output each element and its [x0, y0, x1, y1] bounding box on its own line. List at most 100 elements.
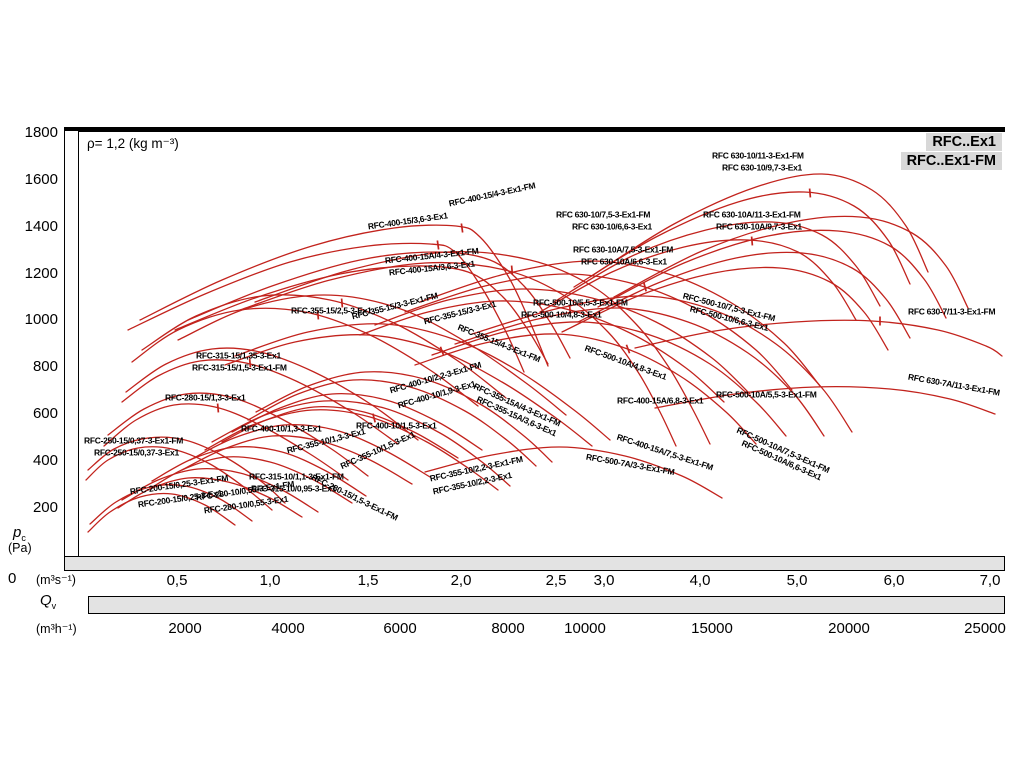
fan-curve	[634, 319, 1003, 357]
fan-curve	[204, 409, 499, 491]
fan-curve	[139, 224, 549, 367]
curve-label: RFC-315-15/1,35-3-Ex1	[196, 350, 281, 361]
curve-label: RFC 630-10A/11-3-Ex1-FM	[703, 209, 801, 220]
curve-label: RFC-250-15/0,37-3-Ex1	[94, 447, 179, 458]
x-axis-m3h-tick-label: 8000	[491, 620, 525, 637]
curve-label: RFC-250-15/0,37-3-Ex1-FM	[84, 435, 184, 446]
x-axis-m3s-tick-label: 0,5	[166, 572, 188, 589]
x-axis-m3s-tick-label: 1,5	[357, 572, 379, 589]
y-axis-tick-label: 1400	[24, 218, 58, 235]
fan-curve	[87, 436, 286, 504]
x-axis-m3s-tick-label: 2,5	[545, 572, 567, 589]
fan-curve	[374, 288, 751, 395]
fan-curve	[424, 446, 723, 499]
x-axis-m3h-tick-label: 4000	[271, 620, 305, 637]
duty-point-tick	[248, 358, 252, 368]
x-axis-m3s-tick-label: 2,0	[450, 572, 472, 589]
curve-label: RFC 630-10/11-3-Ex1-FM	[712, 150, 804, 161]
duty-point-tick	[216, 403, 220, 413]
duty-point-tick	[510, 265, 514, 275]
duty-point-tick	[750, 236, 754, 246]
y-axis-tick-label: 1600	[24, 171, 58, 188]
x-axis-m3h-tick-label: 25000	[964, 620, 1006, 637]
fan-curve	[131, 307, 479, 407]
x-axis-m3h-tick-label: 6000	[383, 620, 417, 637]
x-axis-m3s-tick-label: 7,0	[979, 572, 1001, 589]
x-axis-title: Qv	[40, 592, 56, 611]
x-axis-m3h-tick-label: 2000	[168, 620, 202, 637]
fan-curve	[431, 321, 787, 437]
x-axis-strip-m3s	[64, 556, 1005, 571]
legend: RFC..Ex1 RFC..Ex1-FM	[900, 133, 1002, 170]
duty-point-tick	[436, 240, 440, 250]
x-axis-m3s-tick-label: 3,0	[593, 572, 615, 589]
fan-curve	[121, 467, 319, 513]
duty-point-tick	[460, 223, 464, 233]
curve-label: RFC 630-10A/9,7-3-Ex1	[716, 221, 802, 232]
y-axis-tick-label: 1000	[24, 311, 58, 328]
curve-label: RFC 630-10/7,5-3-Ex1-FM	[556, 209, 651, 220]
fan-curve	[573, 191, 911, 288]
fan-curve	[121, 359, 399, 445]
x-axis-unit-m3s: (m³s⁻¹)	[36, 573, 76, 587]
y-axis-tick-label: 800	[32, 358, 58, 375]
duty-point-tick	[340, 298, 344, 308]
x-axis-m3s-tick-label: 4,0	[689, 572, 711, 589]
curve-label: RFC-500-10/4,8-3-Ex1	[521, 309, 602, 320]
x-axis-m3h-tick-label: 20000	[828, 620, 870, 637]
curve-label: RFC 630-10A/7,5-3-Ex1-FM	[573, 244, 674, 255]
curve-label: RFC 630-10/6,6-3-Ex1	[572, 221, 652, 232]
fan-curve	[231, 393, 483, 451]
fan-curve	[597, 229, 947, 319]
fan-curve	[454, 307, 825, 437]
x-axis-m3h-tick-label: 15000	[691, 620, 733, 637]
fan-curve	[239, 261, 677, 447]
y-axis-symbol-sub: c	[21, 533, 26, 543]
fan-curve	[189, 423, 431, 478]
curve-label: RFC-400-10/1,3-3-Ex1	[241, 423, 322, 434]
fan-curve	[107, 392, 369, 477]
y-axis-tick-label: 200	[32, 499, 58, 516]
legend-line-ex1: RFC..Ex1	[926, 133, 1002, 151]
x-axis-unit-m3h: (m³h⁻¹)	[36, 622, 77, 636]
fan-curve	[234, 323, 611, 441]
plot-top-border	[64, 127, 1005, 132]
duty-point-tick	[643, 282, 647, 292]
y-axis-tick-label: 400	[32, 452, 58, 469]
x-axis-m3s-tick-label: 5,0	[786, 572, 808, 589]
q-symbol-sub: v	[51, 601, 57, 611]
curve-label: RFC-315-15/1,5-3-Ex1-FM	[192, 362, 287, 373]
fan-curve	[127, 242, 525, 373]
x-axis-m3h-tick-label: 10000	[564, 620, 606, 637]
fan-curve	[404, 273, 793, 391]
fan-curve	[561, 266, 889, 351]
curve-label: RFC-315-10/0,95-3-Ex1	[251, 483, 336, 494]
fan-curve	[471, 295, 853, 433]
fan-curve	[577, 251, 911, 339]
fan-curve	[151, 446, 367, 497]
curve-label: RFC-400-15A/6,8-3-Ex1	[617, 395, 704, 406]
y-axis-tick-label: 600	[32, 405, 58, 422]
curve-label: RFC 630-10/9,7-3-Ex1	[722, 162, 802, 173]
fan-curve	[589, 173, 929, 278]
y-axis-tick-label: 1200	[24, 265, 58, 282]
curve-label: RFC-500-10/5,5-3-Ex1-FM	[533, 297, 628, 308]
curve-label: RFC-355-15/2,5-3-Ex1	[291, 305, 372, 316]
legend-line-ex1-fm: RFC..Ex1-FM	[900, 152, 1002, 170]
y-axis-ruler	[64, 130, 79, 557]
fan-curve	[414, 333, 757, 445]
fan-curve	[254, 250, 711, 445]
fan-curve	[117, 477, 303, 518]
y-axis-title: pc	[13, 524, 26, 543]
duty-point-tick	[625, 344, 631, 354]
duty-point-tick	[808, 188, 812, 198]
x-axis-m3s-tick-label: 1,0	[259, 572, 281, 589]
fan-curve	[174, 265, 549, 365]
y-axis-tick-label: 1800	[24, 124, 58, 141]
fan-curve	[539, 239, 857, 321]
q-symbol: Q	[40, 592, 52, 609]
y-axis-symbol: p	[13, 524, 22, 541]
fan-curve	[89, 484, 253, 525]
